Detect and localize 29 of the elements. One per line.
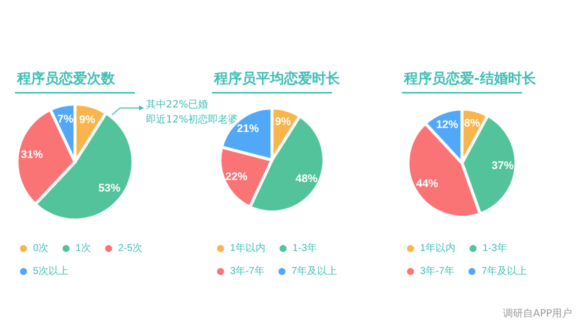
data-label: 9% — [79, 114, 96, 126]
data-label: 31% — [20, 149, 44, 162]
legend-label: 1年以内 — [420, 242, 456, 254]
chart-title: 程序员恋爱次数 — [16, 70, 116, 87]
data-label: 53% — [98, 182, 121, 195]
legend-label: 1年以内 — [230, 242, 266, 254]
legend-label: 3年-7年 — [230, 265, 264, 277]
legend-label: 3年-7年 — [420, 265, 454, 277]
legend-label: 1次 — [76, 243, 92, 254]
data-label: 37% — [492, 160, 514, 172]
legend-label: 7年及以上 — [481, 265, 528, 277]
chart-title: 程序员恋爱-结婚时长 — [403, 70, 537, 87]
legend-label: 7年及以上 — [291, 265, 338, 277]
legend-label: 1-3年 — [482, 242, 508, 254]
legend-label: 2-5次 — [118, 243, 143, 254]
data-label: 22% — [225, 170, 248, 183]
chart-title: 程序员平均恋爱时长 — [213, 70, 341, 87]
data-label: 7% — [58, 113, 74, 126]
data-label: 48% — [296, 172, 318, 185]
data-label: 21% — [236, 122, 260, 135]
data-label: 9% — [275, 116, 292, 128]
legend-label: 1-3年 — [292, 242, 318, 254]
data-label: 8% — [464, 117, 480, 130]
legend-label: 5次以上 — [33, 265, 69, 277]
text: 其中22%已婚 — [146, 98, 208, 110]
text: 调研自APP用户 — [503, 308, 572, 320]
legend-label: 0次 — [33, 243, 49, 254]
data-label: 12% — [436, 119, 458, 132]
data-label: 44% — [416, 178, 438, 190]
